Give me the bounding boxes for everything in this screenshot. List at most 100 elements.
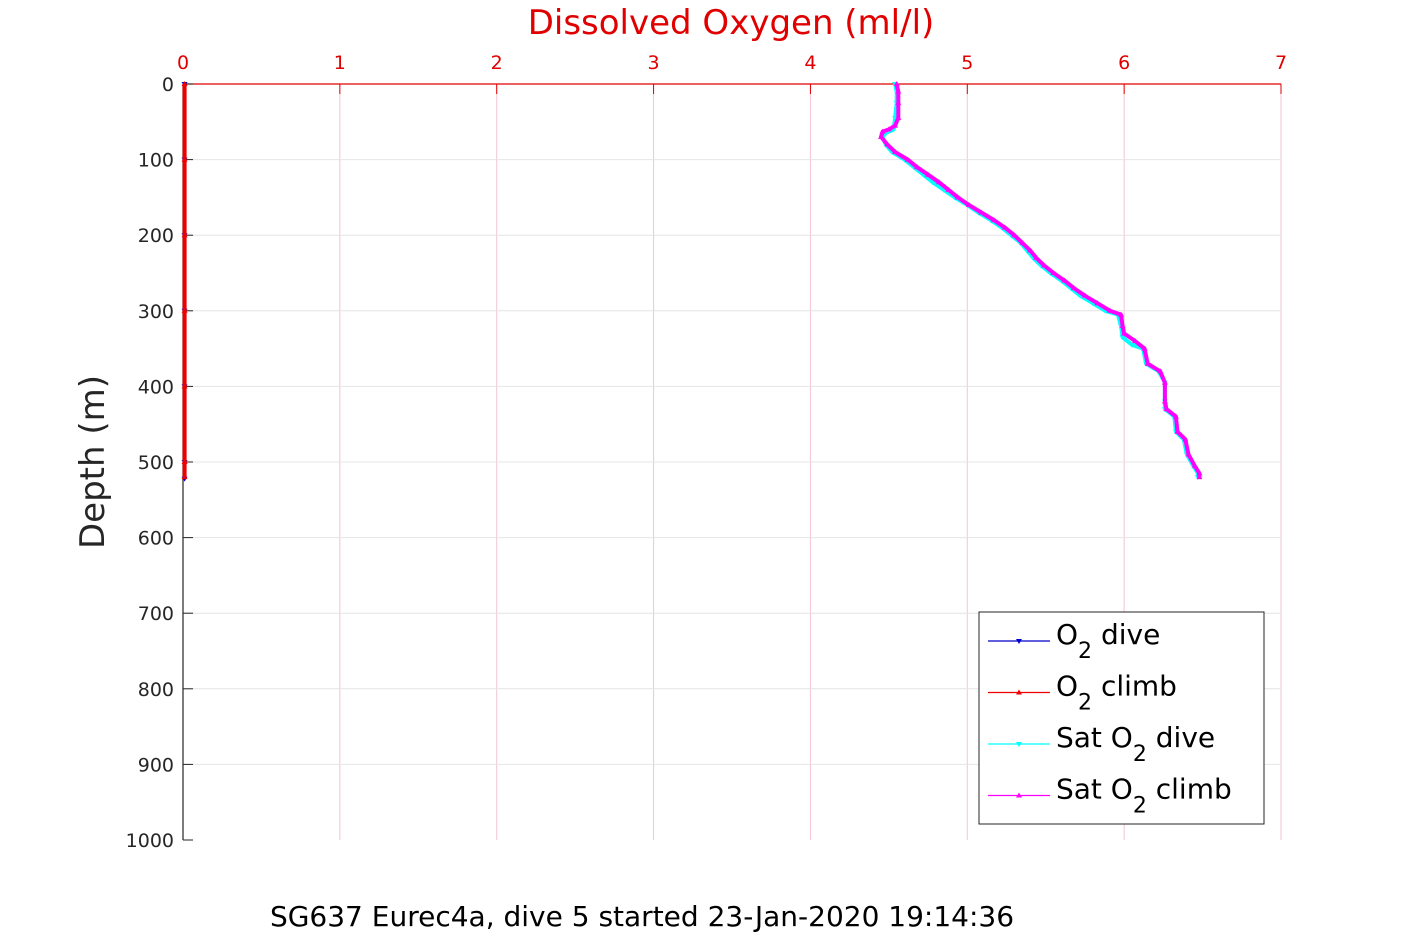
data-point xyxy=(1027,247,1034,253)
data-point xyxy=(885,126,892,132)
legend-marker xyxy=(1016,639,1022,644)
data-point xyxy=(914,164,921,170)
y-tick-labels: 0 100 200 300 400 500 600 700 800 900 1000 xyxy=(126,74,193,852)
data-point xyxy=(1161,379,1168,385)
data-point xyxy=(893,81,900,86)
y-tick-label: 300 xyxy=(138,301,174,323)
data-point xyxy=(904,156,911,162)
data-point xyxy=(1070,285,1077,291)
series-sat-o2-dive xyxy=(879,82,1201,481)
data-point xyxy=(1011,232,1018,238)
y-tick-label: 1000 xyxy=(126,830,174,852)
data-point xyxy=(978,209,985,215)
x-tick-label: 3 xyxy=(648,52,660,74)
data-point xyxy=(1196,474,1203,480)
data-point xyxy=(929,180,936,186)
data-point xyxy=(1161,398,1168,404)
data-point xyxy=(879,128,886,134)
data-point xyxy=(990,217,997,223)
y-tick-label: 600 xyxy=(138,528,174,550)
legend-label: O2 climb xyxy=(1056,670,1177,716)
data-point xyxy=(1196,470,1203,476)
legend-item: O2 climb xyxy=(988,670,1177,716)
data-point xyxy=(1061,277,1068,283)
x-tick-label: 0 xyxy=(177,52,189,74)
data-point xyxy=(181,232,188,238)
x-tick-label: 1 xyxy=(334,52,346,74)
data-point xyxy=(181,383,188,389)
y-axis-label: Depth (m) xyxy=(73,375,113,549)
data-point xyxy=(925,171,932,177)
data-point xyxy=(954,194,961,200)
series-sat-o2-climb xyxy=(878,81,1203,480)
data-point xyxy=(181,474,188,480)
data-point xyxy=(1144,360,1151,366)
x-tick-labels: 0 1 2 3 4 5 6 7 xyxy=(177,52,1287,94)
legend-label: O2 dive xyxy=(1056,618,1160,664)
data-point xyxy=(895,99,902,105)
legend-item: Sat O2 dive xyxy=(988,721,1215,767)
x-tick-label: 4 xyxy=(804,52,816,74)
data-point xyxy=(1041,262,1048,268)
data-point xyxy=(1081,292,1088,298)
data-point xyxy=(1107,307,1114,313)
data-point xyxy=(1172,413,1179,419)
data-point xyxy=(895,115,902,121)
data-point xyxy=(1121,330,1128,336)
y-tick-label: 100 xyxy=(138,150,174,172)
data-point xyxy=(892,122,899,128)
data-point xyxy=(892,149,899,155)
data-point xyxy=(1119,335,1126,341)
data-point xyxy=(1163,406,1170,412)
dive-caption: SG637 Eurec4a, dive 5 started 23-Jan-202… xyxy=(270,900,1014,933)
data-point xyxy=(965,201,972,207)
data-point xyxy=(878,133,885,139)
chart-title: Dissolved Oxygen (ml/l) xyxy=(528,3,935,43)
y-tick-label: 900 xyxy=(138,754,174,776)
data-point xyxy=(1174,428,1181,434)
data-point xyxy=(181,81,188,86)
data-point xyxy=(181,307,188,313)
data-point xyxy=(1050,270,1057,275)
y-tick-label: 500 xyxy=(138,452,174,474)
y-tick-label: 800 xyxy=(138,679,174,701)
data-point xyxy=(884,141,891,147)
series-line xyxy=(879,83,1202,478)
data-point xyxy=(1094,300,1101,306)
data-point xyxy=(1132,338,1139,344)
legend-box xyxy=(978,611,1265,825)
data-point xyxy=(1128,342,1135,348)
legend-label: Sat O2 climb xyxy=(1056,773,1232,819)
data-series xyxy=(181,81,1203,482)
legend-marker xyxy=(1016,792,1022,798)
x-tick-label: 6 xyxy=(1118,52,1130,74)
x-tick-label: 5 xyxy=(961,52,973,74)
data-point xyxy=(181,459,188,464)
data-point xyxy=(1182,436,1189,442)
data-point xyxy=(1118,311,1125,317)
y-tick-label: 0 xyxy=(162,74,174,96)
legend-item: Sat O2 climb xyxy=(988,773,1232,819)
data-point xyxy=(936,179,943,185)
y-tick-label: 400 xyxy=(138,376,174,398)
y-tick-label: 700 xyxy=(138,603,174,625)
data-point xyxy=(1185,451,1192,457)
legend-label: Sat O2 dive xyxy=(1056,721,1215,767)
legend-marker xyxy=(1016,742,1022,747)
legend-item: O2 dive xyxy=(988,618,1160,664)
data-point xyxy=(1141,345,1148,351)
data-point xyxy=(181,156,188,162)
data-point xyxy=(1001,224,1008,230)
data-point xyxy=(945,186,952,192)
y-tick-label: 200 xyxy=(138,225,174,247)
data-point xyxy=(1191,462,1198,468)
data-point xyxy=(1033,254,1040,260)
data-point xyxy=(895,88,902,94)
legend: O2 dive O2 climb Sat O2 dive Sat O2 climb xyxy=(978,611,1265,825)
x-tick-label: 7 xyxy=(1275,52,1287,74)
x-tick-label: 2 xyxy=(491,52,503,74)
data-point xyxy=(1119,322,1126,328)
data-point xyxy=(1157,368,1164,374)
series-line xyxy=(880,83,1200,478)
